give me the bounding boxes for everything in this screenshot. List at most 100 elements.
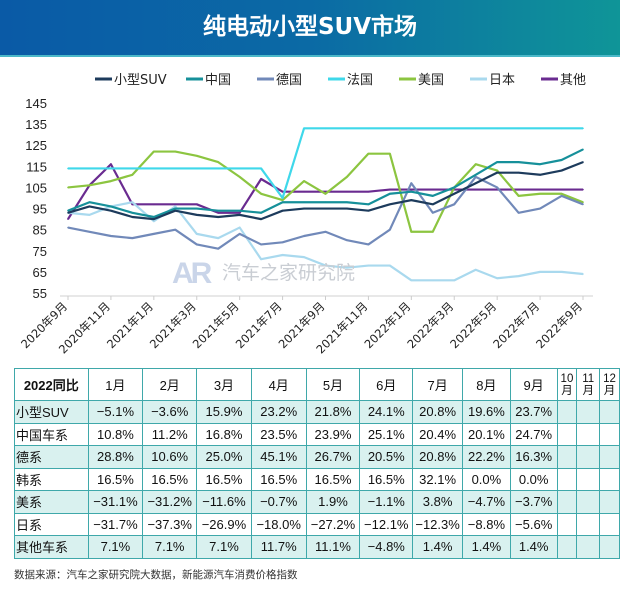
legend-item: 小型SUV <box>95 73 167 88</box>
series-德国 <box>67 175 584 250</box>
data-point <box>174 167 177 170</box>
table-cell: 21.8% <box>305 400 361 424</box>
y-tick-label: 135 <box>25 117 47 132</box>
table-cell: 16.5% <box>250 467 307 491</box>
column-header: 10月 <box>556 368 578 401</box>
data-point <box>238 226 241 229</box>
data-point <box>195 207 198 210</box>
data-point <box>67 218 69 220</box>
data-point <box>367 264 370 267</box>
table-cell: −4.8% <box>359 535 414 559</box>
table-cell: 22.2% <box>462 445 511 469</box>
data-point <box>88 201 91 204</box>
data-point <box>346 176 348 178</box>
table-cell <box>576 535 601 559</box>
table-cell <box>556 422 578 446</box>
data-point <box>389 192 391 195</box>
data-point <box>260 243 262 246</box>
data-point <box>88 184 91 187</box>
data-point <box>431 203 434 206</box>
column-header: 8月 <box>462 368 511 401</box>
table-cell: 16.8% <box>196 422 252 446</box>
table-cell: 25.0% <box>196 445 252 469</box>
data-point <box>260 178 262 180</box>
table-cell: −0.7% <box>250 490 307 514</box>
data-point <box>517 211 520 214</box>
table-cell <box>599 490 620 514</box>
data-point <box>346 201 348 204</box>
column-header: 4月 <box>250 368 307 401</box>
table-cell: 45.1% <box>250 445 307 469</box>
table-cell: 24.7% <box>509 422 558 446</box>
table-cell <box>599 422 620 446</box>
table-cell: 23.2% <box>250 400 307 424</box>
data-point <box>582 273 584 275</box>
table-cell: 16.3% <box>509 445 558 469</box>
x-tick-label: 2022年9月 <box>533 299 585 351</box>
data-point <box>410 182 413 185</box>
data-point <box>389 228 391 231</box>
data-point <box>410 127 413 130</box>
data-point <box>410 279 413 282</box>
column-header: 7月 <box>412 368 464 401</box>
legend-label: 日本 <box>489 73 515 88</box>
table-cell: 16.5% <box>305 467 361 491</box>
data-point <box>474 182 477 185</box>
table-cell: 23.7% <box>509 400 558 424</box>
data-point <box>110 163 112 166</box>
data-point <box>303 235 305 237</box>
data-point <box>324 207 327 210</box>
table-cell: 11.1% <box>305 535 361 559</box>
data-point <box>367 243 370 246</box>
data-point <box>410 188 413 191</box>
data-point <box>153 218 155 220</box>
table-cell: 0.0% <box>462 467 511 491</box>
data-point <box>496 127 498 130</box>
data-point <box>410 199 413 201</box>
legend-label: 小型SUV <box>114 73 167 88</box>
table-cell: −12.3% <box>412 512 464 536</box>
table-cell: 1.4% <box>509 535 558 559</box>
data-point <box>67 226 69 229</box>
data-point <box>389 127 391 130</box>
data-point <box>281 209 284 212</box>
column-header: 2月 <box>142 368 198 401</box>
data-point <box>389 264 391 267</box>
data-point <box>367 152 370 155</box>
data-point <box>582 127 584 130</box>
data-point <box>474 188 477 191</box>
data-point <box>88 167 91 170</box>
table-row: 日系 −31.7% −37.3% −26.9% −18.0% −27.2% −12.1% −1… <box>14 512 620 536</box>
data-point <box>153 167 155 170</box>
legend-label: 中国 <box>205 73 231 88</box>
table-cell: −31.2% <box>142 490 198 514</box>
column-header: 6月 <box>359 368 414 401</box>
table-cell: 7.1% <box>196 535 252 559</box>
legend-label: 德国 <box>276 73 302 88</box>
data-point <box>217 211 220 214</box>
data-point <box>281 254 284 256</box>
table-cell: 23.5% <box>250 422 307 446</box>
data-point <box>582 201 584 204</box>
data-point <box>560 192 563 195</box>
table-cell: 23.9% <box>305 422 361 446</box>
data-point <box>88 230 91 233</box>
data-point <box>110 209 112 212</box>
data-point <box>496 161 498 163</box>
legend-item: 其他 <box>541 73 586 88</box>
row-label: 德系 <box>14 445 89 469</box>
table-cell: 1.9% <box>305 490 361 514</box>
data-point <box>539 207 541 210</box>
table-row: 其他车系 7.1% 7.1% 7.1% 11.7% 11.1% −4.8% 1.4% 1.4% 1… <box>14 535 620 559</box>
data-point <box>496 277 498 280</box>
table-cell: 28.8% <box>87 445 144 469</box>
row-label: 美系 <box>14 490 89 514</box>
data-point <box>110 235 112 237</box>
data-point <box>431 188 434 191</box>
table-cell: 1.4% <box>462 535 511 559</box>
data-point <box>367 190 370 193</box>
data-point <box>539 127 541 130</box>
row-label: 小型SUV <box>14 400 89 424</box>
page-title: 纯电动小型SUV市场 <box>202 14 418 40</box>
table-cell <box>599 400 620 424</box>
